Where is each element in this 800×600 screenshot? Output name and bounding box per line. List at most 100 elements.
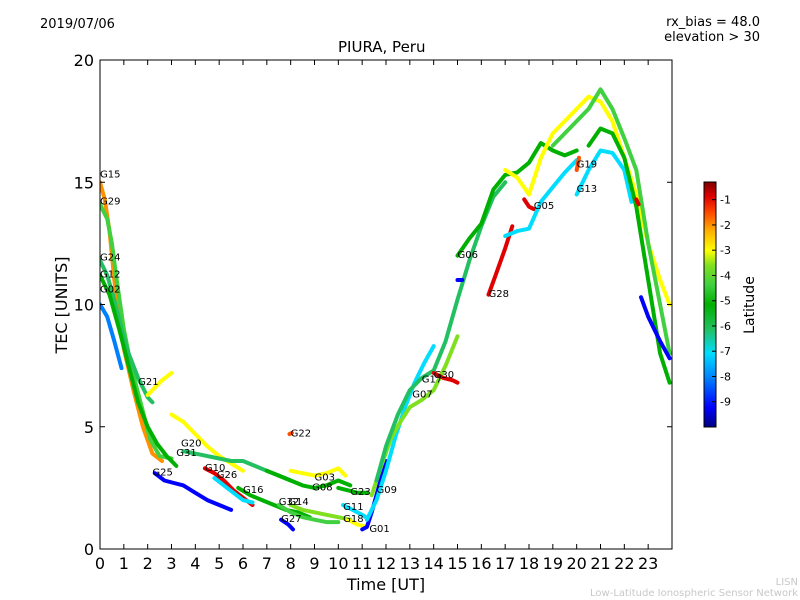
satellite-label-G14: G14 [288, 497, 308, 508]
satellite-label-G23: G23 [350, 487, 370, 498]
series-G23 [336, 485, 369, 495]
satellite-label-G26: G26 [217, 470, 237, 481]
colorbar-tick-label: -8 [720, 370, 731, 383]
satellite-label-G24: G24 [100, 252, 120, 263]
colorbar-tick-label: -6 [720, 320, 731, 333]
series-G05b [503, 158, 579, 238]
satellite-label-G09: G09 [376, 485, 396, 496]
satellite-label-G11: G11 [343, 502, 363, 513]
satellite-label-G06: G06 [458, 250, 478, 261]
x-tick-label: 6 [238, 554, 248, 573]
date-label: 2019/07/06 [40, 17, 115, 32]
satellite-label-G07: G07 [412, 389, 432, 400]
x-tick-label: 9 [309, 554, 319, 573]
colorbar-tick-label: -9 [720, 396, 731, 409]
satellite-label-G31: G31 [176, 448, 196, 459]
x-tick-label: 0 [95, 554, 105, 573]
x-tick-label: 20 [566, 554, 586, 573]
x-tick-label: 23 [638, 554, 658, 573]
satellite-label-G32: G32 [279, 497, 299, 508]
rx-bias-label: rx_bias = 48.0 [666, 15, 760, 30]
elevation-label: elevation > 30 [664, 30, 760, 45]
satellite-label-G25: G25 [152, 468, 172, 479]
satellite-label-G17: G17 [422, 375, 442, 386]
x-tick-label: 15 [447, 554, 467, 573]
y-tick-label: 15 [74, 173, 94, 192]
series-G30 [431, 371, 460, 385]
colorbar-tick-label: -1 [720, 194, 731, 207]
series-G12 [100, 273, 179, 468]
series-G18 [345, 517, 369, 529]
satellite-label-G05: G05 [534, 201, 554, 212]
series-G20 [169, 412, 245, 473]
x-tick-label: 22 [614, 554, 634, 573]
y-axis-label: TEC [UNITS] [52, 257, 71, 355]
satellite-label-G01: G01 [369, 524, 389, 535]
colorbar-label: Latitude [742, 276, 758, 334]
series-G22 [287, 430, 294, 437]
series-G02 [100, 302, 124, 371]
series-G27 [279, 517, 295, 532]
satellite-label-G27: G27 [281, 514, 301, 525]
satellite-label-G10: G10 [205, 463, 225, 474]
x-tick-label: 16 [471, 554, 491, 573]
y-axis: 0 5 10 15 20 [74, 51, 672, 559]
satellite-label-G20: G20 [181, 438, 201, 449]
series-late_blue [639, 295, 672, 361]
satellite-label-G18: G18 [343, 514, 363, 525]
x-tick-label: 8 [286, 554, 296, 573]
series-G32 [276, 503, 341, 525]
satellite-label-G02: G02 [100, 284, 120, 295]
x-tick-label: 3 [166, 554, 176, 573]
colorbar-ticks: -1 -2 -3 -4 -5 -6 -7 -8 -9 [712, 194, 731, 409]
satellite-label-G03: G03 [315, 473, 335, 484]
x-tick-label: 13 [400, 554, 420, 573]
satellite-label-G16: G16 [243, 485, 263, 496]
series-upper2 [550, 87, 672, 356]
series-G25 [152, 471, 234, 512]
x-tick-label: 4 [190, 554, 200, 573]
x-tick-label: 5 [214, 554, 224, 573]
x-tick-label: 1 [119, 554, 129, 573]
colorbar-tick-label: -2 [720, 219, 731, 232]
satellite-label-G15: G15 [100, 169, 120, 180]
x-tick-label: 12 [376, 554, 396, 573]
x-tick-label: 2 [143, 554, 153, 573]
series-late_red [634, 197, 641, 207]
series-G11 [341, 503, 372, 522]
y-tick-label: 10 [74, 296, 94, 315]
satellite-label-G19: G19 [577, 160, 597, 171]
colorbar-tick-label: -7 [720, 345, 731, 358]
series-layer [100, 87, 672, 532]
satellite-label-G08: G08 [312, 482, 332, 493]
x-tick-label: 19 [543, 554, 563, 573]
y-tick-label: 20 [74, 51, 94, 70]
series-G21 [145, 371, 174, 397]
series-G26 [212, 476, 255, 505]
satellite-label-G30: G30 [434, 370, 454, 381]
x-tick-label: 10 [328, 554, 348, 573]
x-tick-label: 14 [423, 554, 443, 573]
series-G08 [264, 468, 353, 490]
x-tick-label: 17 [495, 554, 515, 573]
satellite-label-G21: G21 [138, 377, 158, 388]
series-G03 [288, 466, 348, 478]
x-axis-label: Time [UT] [346, 575, 425, 594]
satellite-label-G28: G28 [488, 289, 508, 300]
series-G28 [486, 224, 515, 297]
credit-line-1: LISN [775, 577, 798, 588]
series-G13 [574, 148, 634, 204]
series-G05 [522, 197, 536, 212]
x-tick-label: 7 [262, 554, 272, 573]
credit-line-2: Low-Latitude Ionospheric Sensor Network [590, 588, 798, 599]
colorbar-tick-label: -4 [720, 269, 731, 282]
colorbar [703, 181, 717, 428]
series-G16 [236, 485, 312, 520]
x-tick-label: 18 [519, 554, 539, 573]
series-G19 [574, 155, 581, 172]
y-tick-label: 0 [84, 540, 94, 559]
colorbar-tick-label: -3 [720, 244, 731, 257]
series-upper [503, 94, 672, 307]
x-tick-label: 11 [352, 554, 372, 573]
